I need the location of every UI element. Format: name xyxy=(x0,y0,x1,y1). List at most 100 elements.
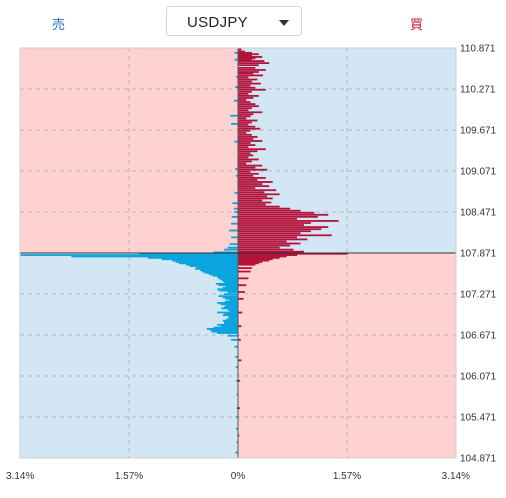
buy-bar xyxy=(238,86,256,89)
price-tick-labels: 110.871 110.271 109.671 109.071 108.471 107.8… xyxy=(460,44,497,465)
buy-bar xyxy=(238,172,259,175)
buy-bar xyxy=(238,111,263,114)
buy-bar xyxy=(238,244,291,247)
buy-bar xyxy=(238,133,252,136)
sell-bar xyxy=(210,329,238,332)
buy-bar xyxy=(238,54,252,57)
buy-bar xyxy=(238,146,249,149)
buy-bar xyxy=(238,88,266,91)
sell-bar xyxy=(175,261,238,263)
buy-bar xyxy=(238,150,258,153)
sell-bar xyxy=(222,280,238,282)
buy-bar xyxy=(238,209,301,212)
sell-bar xyxy=(235,427,238,430)
buy-bar xyxy=(238,84,251,87)
axes xyxy=(19,47,457,459)
price-tick-label: 107.871 xyxy=(460,249,497,260)
buy-bar xyxy=(238,226,329,229)
buy-bar xyxy=(238,267,252,270)
buy-bar xyxy=(238,113,254,116)
plot-border xyxy=(19,47,457,459)
sell-bar xyxy=(225,297,238,300)
buy-bar xyxy=(238,166,256,169)
buy-bar xyxy=(238,187,256,190)
sell-bar xyxy=(222,314,238,317)
buy-bar xyxy=(238,232,301,235)
buy-bar xyxy=(238,158,259,161)
buy-bar xyxy=(238,270,251,273)
sell-bar xyxy=(189,265,238,267)
sell-bar xyxy=(227,291,238,293)
buy-bar xyxy=(238,379,241,382)
buy-bar xyxy=(238,277,249,280)
caret-down-icon xyxy=(279,20,289,26)
sell-bar xyxy=(236,441,238,444)
sell-bar xyxy=(234,51,238,54)
sell-bar xyxy=(229,243,238,246)
sell-bar xyxy=(236,393,238,396)
buy-bar xyxy=(238,51,252,54)
buy-bar xyxy=(238,101,251,103)
buy-bar xyxy=(238,50,245,53)
sell-bar xyxy=(212,274,238,277)
buy-bar xyxy=(238,140,263,142)
buy-bar xyxy=(238,117,247,120)
sell-bar xyxy=(234,211,238,213)
buy-bar xyxy=(238,156,249,159)
sell-bar xyxy=(217,288,238,291)
percent-tick-label: 1.57% xyxy=(115,471,143,482)
buy-bar xyxy=(238,170,251,173)
sell-bar xyxy=(215,282,238,285)
sell-bar xyxy=(224,322,238,325)
price-tick-label: 110.871 xyxy=(460,44,496,55)
sell-bar xyxy=(224,248,238,251)
sell-bar xyxy=(228,229,238,232)
buy-bar xyxy=(238,311,243,314)
sell-bar xyxy=(231,222,238,225)
price-tick-label: 110.271 xyxy=(460,85,496,96)
buy-bar xyxy=(238,115,251,118)
sell-bar xyxy=(224,312,238,315)
buy-bar xyxy=(238,177,266,179)
buy-bar xyxy=(238,191,265,194)
buy-bar xyxy=(238,127,261,130)
sell-bar xyxy=(235,86,238,88)
sell-bar xyxy=(219,289,238,292)
sell-bar xyxy=(222,296,238,299)
buy-bar xyxy=(238,109,249,112)
percent-tick-labels: 3.14% 1.57% 0% 1.57% 3.14% xyxy=(6,471,470,482)
sell-bar xyxy=(196,266,238,269)
buy-bar xyxy=(238,69,266,71)
buy-bar xyxy=(238,152,251,155)
currency-pair-dropdown[interactable]: USDJPY xyxy=(166,6,302,36)
buy-bar xyxy=(238,246,280,249)
buy-bar xyxy=(238,105,259,108)
buy-bar xyxy=(238,138,254,140)
sell-bar xyxy=(234,192,238,194)
buy-bar xyxy=(238,325,242,328)
buy-bar xyxy=(238,60,265,62)
sell-upper-zone xyxy=(20,48,238,253)
buy-bar xyxy=(238,48,242,51)
sell-bar xyxy=(217,323,238,326)
sell-bar xyxy=(217,276,238,278)
buy-bar xyxy=(238,193,280,196)
sell-bar xyxy=(213,251,238,254)
buy-bar xyxy=(238,144,256,147)
sell-bar xyxy=(233,99,238,102)
sell-bar xyxy=(229,310,238,313)
buy-bar xyxy=(238,338,241,341)
sell-bar xyxy=(235,366,238,369)
buy-bar xyxy=(238,121,252,124)
sell-bar xyxy=(208,273,238,276)
sell-bar xyxy=(217,302,238,304)
buy-side-label: 買 xyxy=(410,17,424,32)
sell-bar xyxy=(218,284,238,287)
buy-bar xyxy=(238,148,266,151)
buy-bar xyxy=(238,168,268,171)
price-tick-label: 109.671 xyxy=(460,126,497,137)
buy-bar xyxy=(238,220,339,222)
buy-bar xyxy=(238,119,258,122)
currency-pair-value: USDJPY xyxy=(187,14,248,31)
buy-bar xyxy=(238,181,273,183)
